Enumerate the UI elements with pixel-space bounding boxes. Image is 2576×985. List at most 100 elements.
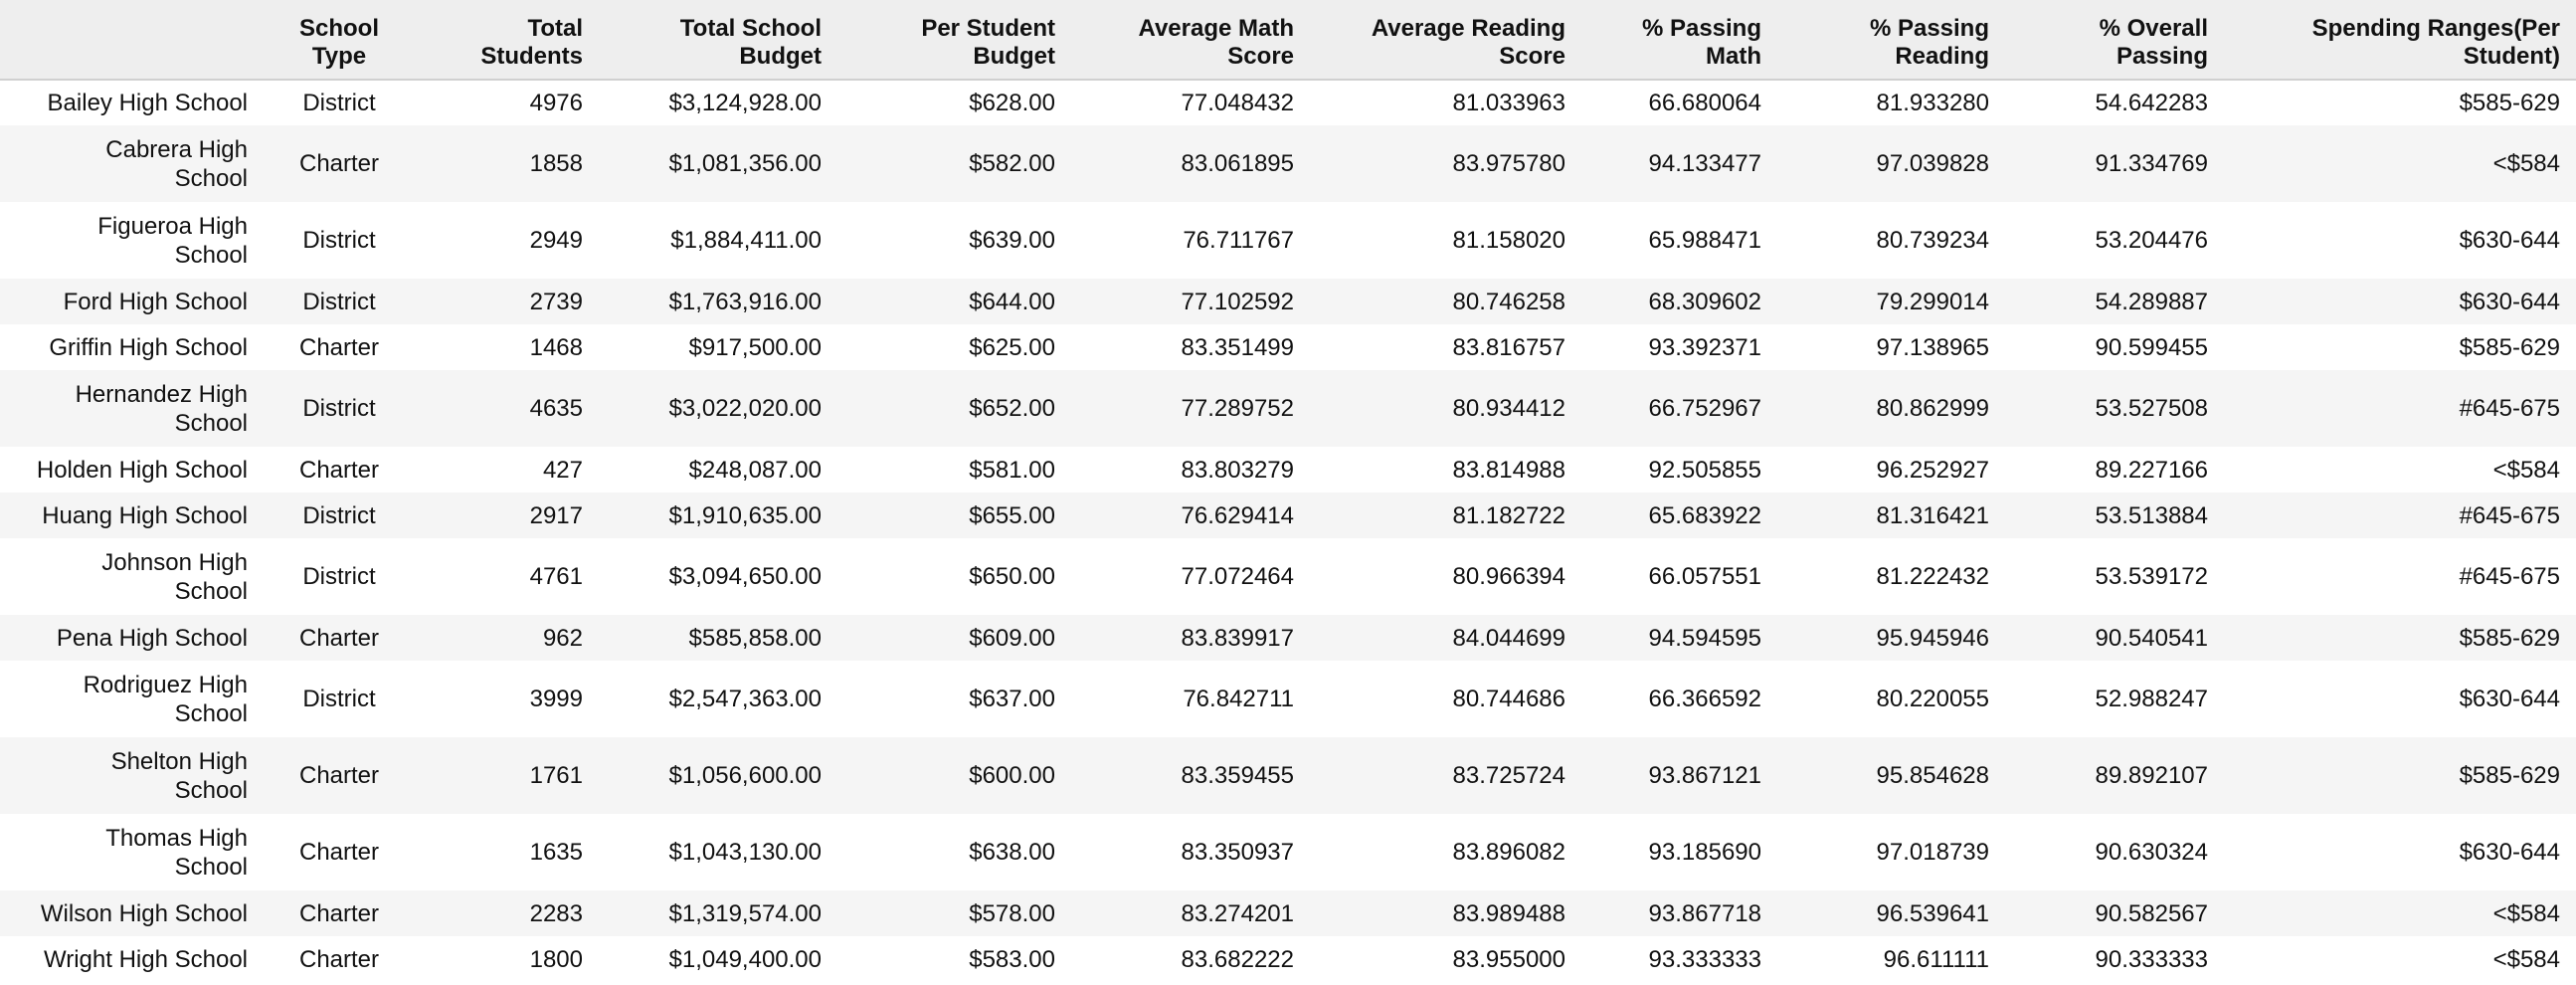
cell-total-school-budget: $3,124,928.00: [668, 90, 822, 116]
cell-overall-passing: 53.513884: [2095, 501, 2208, 529]
header-row: School Type Total Students Total School Bud…: [0, 0, 2576, 81]
cell-passing-reading: 97.138965: [1876, 333, 1989, 361]
table-row: Shelton High School Charter 1761 $1,056,600.…: [0, 737, 2576, 814]
header-line: Passing: [2116, 43, 2208, 70]
school-name-line: School: [174, 164, 248, 192]
table-row: Ford High School District 2739 $1,763,916.0…: [0, 279, 2576, 324]
cell-average-math-score: 83.839917: [1181, 624, 1294, 652]
header-line: Type: [311, 43, 367, 70]
header-passing-reading: % Passing Reading: [1777, 0, 2005, 81]
cell-average-reading-score: 81.182722: [1452, 501, 1565, 529]
header-line: Spending Ranges(Per: [2311, 15, 2560, 42]
cell-spending-range: <$584: [2492, 150, 2560, 177]
cell-spending-range: $585-629: [2459, 762, 2560, 789]
cell-per-student-budget: $652.00: [969, 395, 1055, 422]
cell-average-reading-score: 83.989488: [1452, 899, 1565, 927]
cell-overall-passing: 54.642283: [2095, 90, 2208, 116]
cell-school-type: Charter: [298, 624, 380, 652]
cell-total-students: 1468: [529, 333, 583, 361]
table-row: Thomas High School Charter 1635 $1,043,130.0…: [0, 814, 2576, 890]
cell-passing-math: 66.752967: [1648, 395, 1761, 422]
cell-overall-passing: 90.599455: [2095, 333, 2208, 361]
row-school-name: Rodriguez High School: [0, 661, 264, 737]
cell-per-student-budget: $581.00: [969, 456, 1055, 484]
cell-total-school-budget: $1,049,400.00: [668, 945, 822, 973]
table-row: Figueroa High School District 2949 $1,884,41…: [0, 202, 2576, 279]
cell-average-reading-score: 81.158020: [1452, 227, 1565, 254]
cell-passing-reading: 96.539641: [1876, 899, 1989, 927]
school-name-line: School: [174, 853, 248, 881]
cell-average-math-score: 83.061895: [1181, 150, 1294, 177]
cell-total-school-budget: $1,763,916.00: [668, 288, 822, 315]
header-line: Per Student: [921, 15, 1055, 42]
cell-spending-range: $630-644: [2459, 839, 2560, 866]
cell-passing-reading: 79.299014: [1876, 288, 1989, 315]
school-name-line: Thomas High: [105, 824, 248, 852]
school-name-line: Bailey High School: [47, 90, 248, 116]
cell-overall-passing: 90.333333: [2095, 945, 2208, 973]
table-row: Griffin High School Charter 1468 $917,500.0…: [0, 324, 2576, 370]
cell-average-math-score: 83.274201: [1181, 899, 1294, 927]
cell-average-reading-score: 83.955000: [1452, 945, 1565, 973]
cell-average-math-score: 83.359455: [1181, 762, 1294, 789]
header-line: Math: [1706, 43, 1761, 70]
cell-overall-passing: 89.227166: [2095, 456, 2208, 484]
cell-total-school-budget: $1,884,411.00: [670, 227, 822, 254]
cell-passing-math: 65.683922: [1648, 501, 1761, 529]
table-row: Rodriguez High School District 3999 $2,547,3…: [0, 661, 2576, 737]
cell-passing-reading: 80.739234: [1876, 227, 1989, 254]
cell-overall-passing: 90.540541: [2095, 624, 2208, 652]
school-name-line: School: [174, 409, 248, 437]
header-total-school-budget: Total School Budget: [599, 0, 837, 81]
cell-spending-range: <$584: [2492, 899, 2560, 927]
school-name-line: Huang High School: [42, 501, 248, 529]
school-name-line: School: [174, 699, 248, 727]
header-line: Students: [480, 43, 583, 70]
school-name-line: Cabrera High: [105, 135, 248, 163]
cell-per-student-budget: $600.00: [969, 762, 1055, 789]
cell-per-student-budget: $637.00: [969, 686, 1055, 712]
cell-total-school-budget: $2,547,363.00: [668, 686, 822, 712]
cell-spending-range: $585-629: [2459, 90, 2560, 116]
cell-school-type: District: [302, 90, 376, 116]
cell-spending-range: $585-629: [2459, 333, 2560, 361]
cell-per-student-budget: $582.00: [969, 150, 1055, 177]
table-row: Huang High School District 2917 $1,910,635.…: [0, 492, 2576, 538]
cell-overall-passing: 53.527508: [2095, 395, 2208, 422]
cell-passing-reading: 95.854628: [1876, 762, 1989, 789]
cell-average-reading-score: 84.044699: [1452, 624, 1565, 652]
cell-total-students: 1858: [529, 150, 583, 177]
cell-spending-range: <$584: [2492, 456, 2560, 484]
cell-passing-math: 66.057551: [1648, 563, 1761, 590]
cell-passing-math: 93.333333: [1648, 945, 1761, 973]
header-index: [0, 0, 264, 81]
cell-passing-reading: 81.316421: [1876, 501, 1989, 529]
cell-passing-reading: 80.862999: [1876, 395, 1989, 422]
cell-passing-reading: 81.933280: [1876, 90, 1989, 116]
school-name-line: School: [174, 241, 248, 269]
header-line: % Passing: [1641, 15, 1761, 42]
cell-per-student-budget: $609.00: [969, 624, 1055, 652]
school-name-line: Pena High School: [56, 624, 248, 652]
cell-school-type: District: [302, 288, 376, 315]
row-school-name: Wilson High School: [0, 890, 264, 936]
cell-average-math-score: 76.629414: [1181, 501, 1294, 529]
cell-average-reading-score: 80.744686: [1452, 686, 1565, 712]
cell-per-student-budget: $625.00: [969, 333, 1055, 361]
cell-overall-passing: 53.204476: [2095, 227, 2208, 254]
row-school-name: Wright High School: [0, 936, 264, 982]
cell-total-students: 4761: [529, 563, 583, 590]
cell-per-student-budget: $639.00: [969, 227, 1055, 254]
header-line: Score: [1499, 43, 1565, 70]
cell-school-type: District: [302, 227, 376, 254]
cell-average-reading-score: 80.746258: [1452, 288, 1565, 315]
cell-per-student-budget: $650.00: [969, 563, 1055, 590]
header-line: Average Math: [1138, 15, 1295, 42]
cell-average-math-score: 77.048432: [1181, 90, 1294, 116]
cell-total-students: 427: [542, 456, 583, 484]
cell-spending-range: #645-675: [2459, 563, 2560, 590]
header-line: Budget: [739, 43, 822, 70]
cell-total-students: 4635: [529, 395, 583, 422]
cell-passing-math: 93.185690: [1648, 839, 1761, 866]
